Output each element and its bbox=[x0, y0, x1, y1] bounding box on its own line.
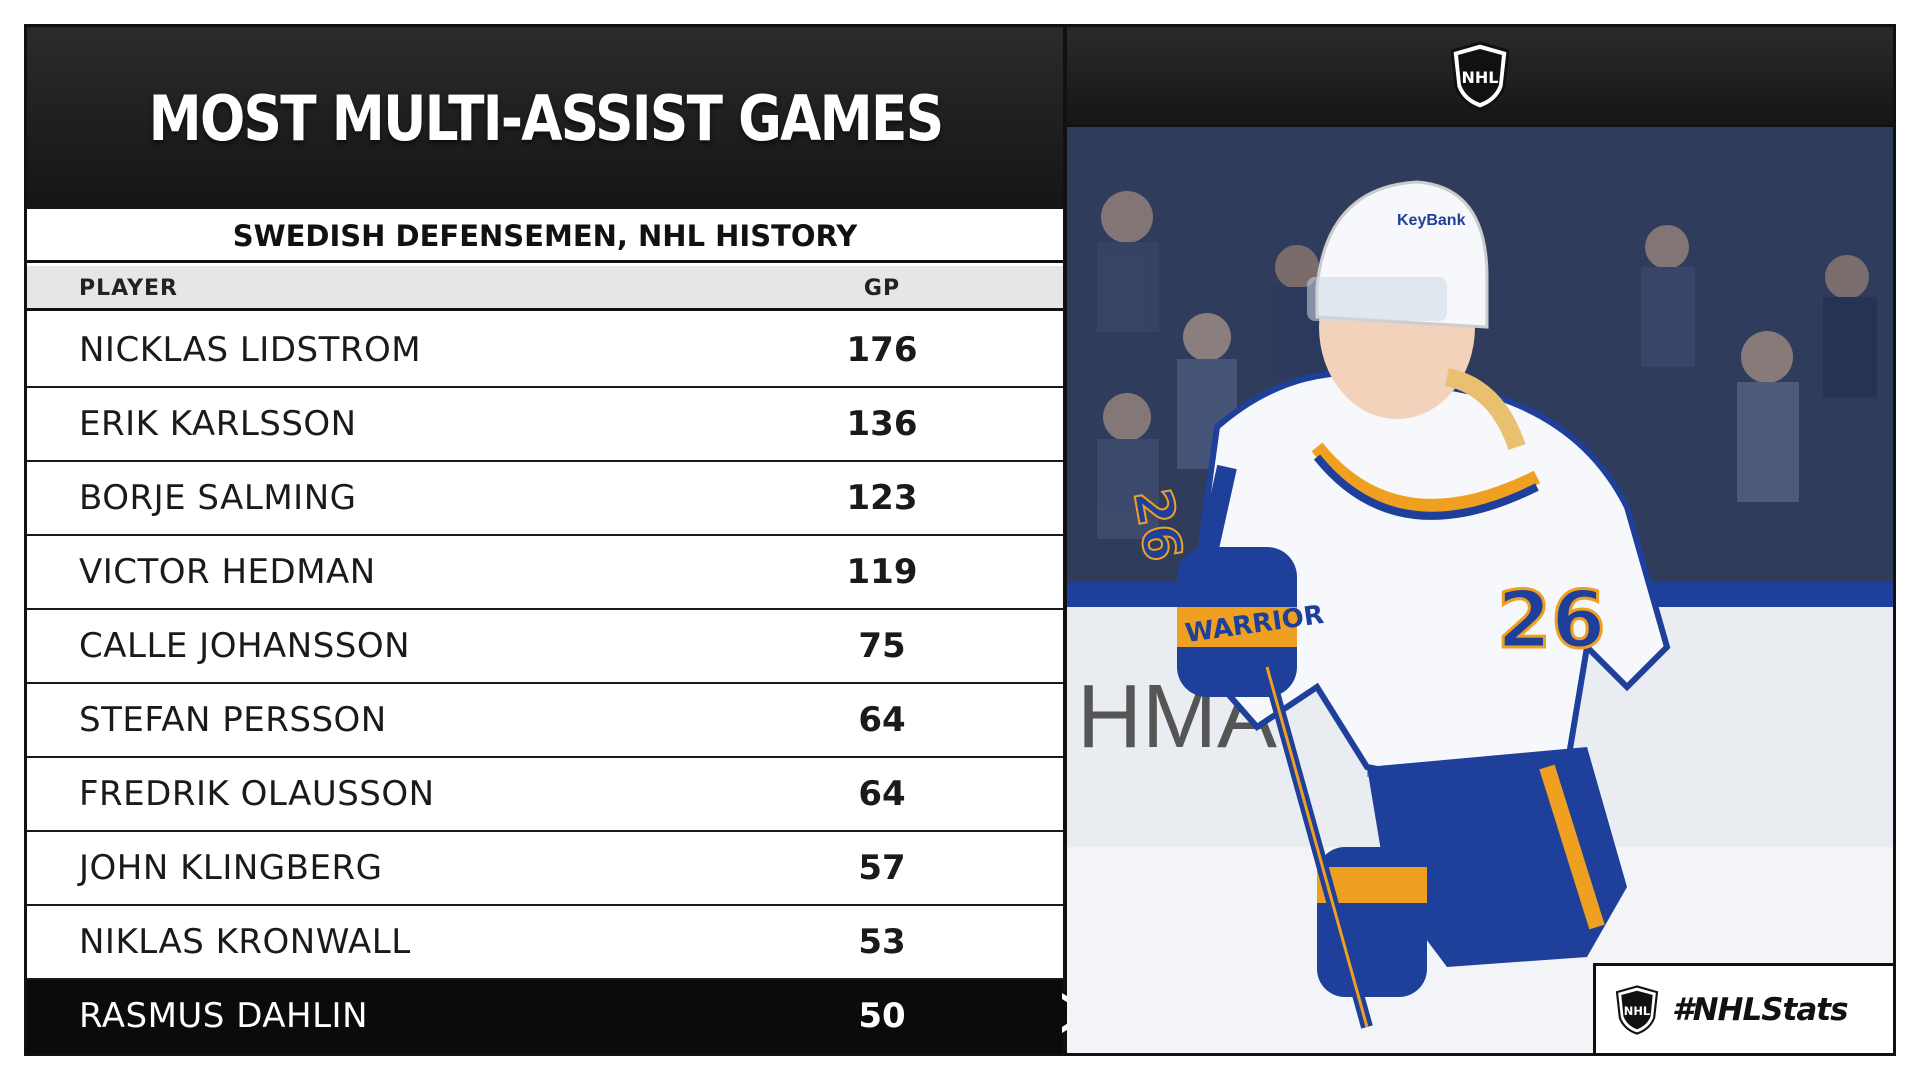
title-bar: MOST MULTI-ASSIST GAMES bbox=[27, 27, 1063, 209]
player-name: NICKLAS LIDSTROM bbox=[79, 330, 422, 370]
games-value: 57 bbox=[858, 848, 906, 888]
table-body: NICKLAS LIDSTROM 176 ERIK KARLSSON 136 B… bbox=[27, 314, 1063, 1054]
photo-panel: NHL HMA bbox=[1067, 27, 1893, 1053]
games-value: 50 bbox=[858, 996, 906, 1036]
table-row: NICKLAS LIDSTROM 176 bbox=[27, 314, 1063, 388]
player-name: RASMUS DAHLIN bbox=[79, 996, 369, 1036]
player-name: NIKLAS KRONWALL bbox=[79, 922, 411, 962]
games-value: 136 bbox=[846, 404, 918, 444]
hashtag: #NHLStats bbox=[1672, 991, 1849, 1028]
table-row: JOHN KLINGBERG 57 bbox=[27, 832, 1063, 906]
table-row: STEFAN PERSSON 64 bbox=[27, 684, 1063, 758]
logo-text: NHL bbox=[1462, 68, 1499, 87]
table-row: BORJE SALMING 123 bbox=[27, 462, 1063, 536]
column-header-gp: GP bbox=[863, 276, 901, 301]
player-name: BORJE SALMING bbox=[79, 478, 357, 518]
graphic-frame: MOST MULTI-ASSIST GAMES SWEDISH DEFENSEM… bbox=[24, 24, 1896, 1056]
player-name: VICTOR HEDMAN bbox=[79, 552, 376, 592]
logo-text-small: NHL bbox=[1624, 1004, 1650, 1018]
logo-bar: NHL bbox=[1067, 27, 1893, 125]
nhl-shield-icon: NHL bbox=[1615, 984, 1659, 1035]
table-row: CALLE JOHANSSON 75 bbox=[27, 610, 1063, 684]
hashtag-box: NHL #NHLStats bbox=[1593, 963, 1893, 1053]
table-header: PLAYER GP bbox=[27, 266, 1063, 311]
games-value: 119 bbox=[846, 552, 918, 592]
player-photo: HMA 26 26 KeyBank bbox=[1067, 127, 1893, 1053]
stats-panel: MOST MULTI-ASSIST GAMES SWEDISH DEFENSEM… bbox=[27, 27, 1063, 1054]
table-row: FREDRIK OLAUSSON 64 bbox=[27, 758, 1063, 832]
player-name: STEFAN PERSSON bbox=[79, 700, 387, 740]
page-title: MOST MULTI-ASSIST GAMES bbox=[148, 81, 944, 155]
player-name: FREDRIK OLAUSSON bbox=[79, 774, 435, 814]
helmet-sponsor: KeyBank bbox=[1397, 212, 1466, 229]
games-value: 123 bbox=[846, 478, 918, 518]
games-value: 53 bbox=[858, 922, 906, 962]
table-row: ERIK KARLSSON 136 bbox=[27, 388, 1063, 462]
column-header-player: PLAYER bbox=[79, 276, 178, 301]
games-value: 75 bbox=[858, 626, 906, 666]
player-name: CALLE JOHANSSON bbox=[79, 626, 411, 666]
subtitle: SWEDISH DEFENSEMEN, NHL HISTORY bbox=[27, 211, 1063, 263]
player-name: JOHN KLINGBERG bbox=[79, 848, 383, 888]
player-name: ERIK KARLSSON bbox=[79, 404, 357, 444]
games-value: 64 bbox=[858, 700, 906, 740]
player-illustration: HMA 26 26 KeyBank bbox=[1067, 127, 1893, 1053]
table-row: NIKLAS KRONWALL 53 bbox=[27, 906, 1063, 980]
nhl-shield-icon: NHL bbox=[1450, 41, 1510, 111]
games-value: 176 bbox=[846, 330, 918, 370]
games-value: 64 bbox=[858, 774, 906, 814]
sleeve-number: 26 bbox=[1121, 484, 1193, 566]
table-row-highlighted: RASMUS DAHLIN 50 bbox=[27, 980, 1063, 1054]
table-row: VICTOR HEDMAN 119 bbox=[27, 536, 1063, 610]
jersey-number: 26 bbox=[1497, 576, 1606, 666]
